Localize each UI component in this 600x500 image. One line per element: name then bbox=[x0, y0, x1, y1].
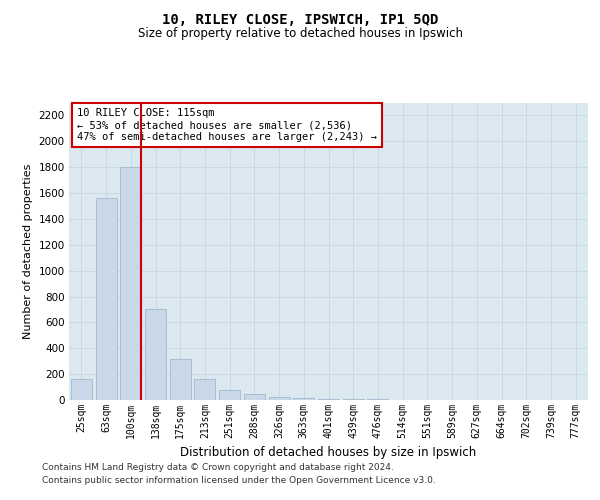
Y-axis label: Number of detached properties: Number of detached properties bbox=[23, 164, 33, 339]
Bar bbox=[244, 394, 265, 400]
Bar bbox=[219, 390, 240, 400]
Bar bbox=[293, 398, 314, 400]
Bar bbox=[71, 380, 92, 400]
Bar bbox=[145, 310, 166, 400]
Text: Size of property relative to detached houses in Ipswich: Size of property relative to detached ho… bbox=[137, 28, 463, 40]
Text: 10 RILEY CLOSE: 115sqm
← 53% of detached houses are smaller (2,536)
47% of semi-: 10 RILEY CLOSE: 115sqm ← 53% of detached… bbox=[77, 108, 377, 142]
Bar bbox=[269, 397, 290, 400]
Text: 10, RILEY CLOSE, IPSWICH, IP1 5QD: 10, RILEY CLOSE, IPSWICH, IP1 5QD bbox=[162, 12, 438, 26]
X-axis label: Distribution of detached houses by size in Ipswich: Distribution of detached houses by size … bbox=[181, 446, 476, 460]
Bar bbox=[318, 398, 339, 400]
Bar bbox=[194, 380, 215, 400]
Text: Contains public sector information licensed under the Open Government Licence v3: Contains public sector information licen… bbox=[42, 476, 436, 485]
Bar bbox=[120, 167, 141, 400]
Bar bbox=[95, 198, 116, 400]
Bar bbox=[170, 358, 191, 400]
Text: Contains HM Land Registry data © Crown copyright and database right 2024.: Contains HM Land Registry data © Crown c… bbox=[42, 462, 394, 471]
